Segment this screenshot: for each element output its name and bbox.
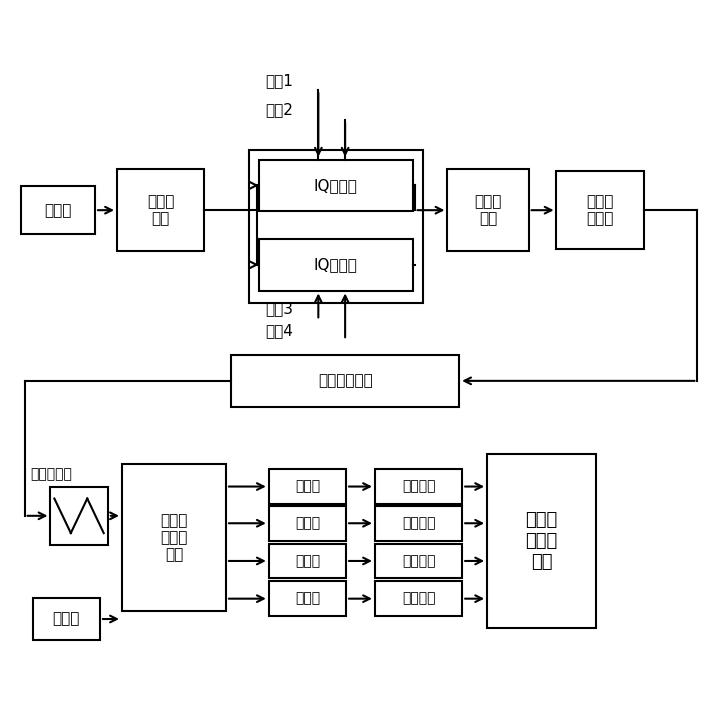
Text: 光纤传输链路: 光纤传输链路: [317, 373, 372, 389]
Text: 数据1: 数据1: [266, 72, 294, 88]
Text: 偏振分
束器: 偏振分 束器: [147, 194, 174, 226]
Text: IQ调制器: IQ调制器: [314, 257, 358, 273]
Bar: [259, 160, 413, 211]
Bar: [375, 469, 462, 504]
Text: 可调滤波器: 可调滤波器: [30, 467, 72, 481]
Text: 数字信
号处理
模块: 数字信 号处理 模块: [526, 511, 557, 571]
Text: 探测器: 探测器: [295, 554, 320, 568]
Bar: [33, 598, 100, 640]
Text: 偏振分
级光混
频器: 偏振分 级光混 频器: [161, 513, 188, 563]
Bar: [269, 469, 346, 504]
Text: 偏振合
束器: 偏振合 束器: [474, 194, 502, 226]
Bar: [448, 170, 529, 251]
Bar: [557, 172, 643, 249]
Text: 激光器: 激光器: [44, 203, 72, 218]
Bar: [117, 170, 204, 251]
Bar: [21, 186, 95, 234]
Bar: [487, 455, 596, 628]
Bar: [375, 506, 462, 541]
Text: 本振光: 本振光: [53, 611, 80, 626]
Text: 数据2: 数据2: [266, 102, 294, 117]
Text: 数据4: 数据4: [266, 323, 294, 338]
Text: 探测器: 探测器: [295, 516, 320, 530]
Text: 数字采样: 数字采样: [402, 592, 435, 605]
Bar: [51, 487, 108, 544]
Bar: [269, 581, 346, 616]
Bar: [269, 506, 346, 541]
Bar: [375, 581, 462, 616]
Text: 数字采样: 数字采样: [402, 516, 435, 530]
Bar: [375, 544, 462, 579]
Bar: [231, 355, 459, 407]
Text: 数字采样: 数字采样: [402, 554, 435, 568]
Bar: [269, 544, 346, 579]
Text: 数字采样: 数字采样: [402, 479, 435, 494]
Bar: [259, 239, 413, 291]
Text: IQ调制器: IQ调制器: [314, 178, 358, 193]
Text: 探测器: 探测器: [295, 592, 320, 605]
Bar: [249, 149, 422, 304]
Text: 光高斯
滤波器: 光高斯 滤波器: [586, 194, 614, 226]
Text: 探测器: 探测器: [295, 479, 320, 494]
Bar: [122, 464, 226, 611]
Text: 数据3: 数据3: [266, 301, 294, 316]
